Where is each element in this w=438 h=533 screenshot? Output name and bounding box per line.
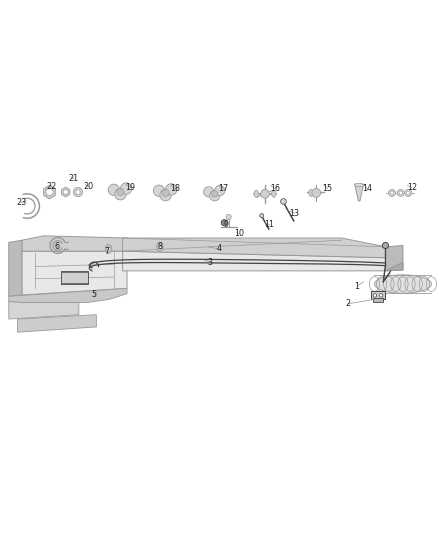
Bar (373, 298, 383, 302)
Circle shape (153, 185, 165, 197)
Polygon shape (385, 262, 403, 271)
Ellipse shape (254, 190, 258, 197)
Text: 14: 14 (362, 184, 372, 193)
Text: 5: 5 (92, 290, 97, 300)
Circle shape (389, 189, 396, 197)
Text: 16: 16 (270, 184, 280, 193)
Circle shape (260, 214, 264, 217)
Polygon shape (22, 236, 127, 251)
Bar (371, 292, 385, 300)
Ellipse shape (106, 245, 112, 253)
Text: 4: 4 (216, 245, 222, 254)
Circle shape (261, 189, 269, 198)
Circle shape (221, 220, 227, 226)
Polygon shape (22, 251, 127, 295)
Circle shape (406, 191, 410, 195)
Polygon shape (355, 184, 364, 201)
Circle shape (373, 294, 377, 297)
Text: 17: 17 (218, 184, 229, 193)
Polygon shape (9, 302, 79, 319)
Circle shape (160, 189, 171, 201)
Polygon shape (123, 238, 385, 258)
Ellipse shape (157, 243, 163, 251)
Text: 8: 8 (157, 243, 162, 251)
Text: 7: 7 (105, 247, 110, 256)
Text: 22: 22 (46, 182, 57, 191)
Ellipse shape (107, 247, 110, 252)
Text: 12: 12 (406, 183, 417, 192)
Text: 13: 13 (290, 208, 299, 217)
Polygon shape (9, 288, 127, 302)
Circle shape (209, 191, 220, 201)
Circle shape (399, 191, 403, 195)
Ellipse shape (272, 190, 276, 197)
Polygon shape (123, 251, 385, 271)
Text: 15: 15 (322, 184, 333, 193)
Circle shape (204, 187, 214, 197)
Polygon shape (61, 187, 70, 197)
Circle shape (117, 189, 124, 196)
Circle shape (397, 189, 404, 197)
Circle shape (120, 183, 132, 194)
Polygon shape (385, 246, 403, 271)
Text: 2: 2 (346, 299, 351, 308)
Text: 21: 21 (68, 174, 79, 183)
Circle shape (379, 294, 383, 297)
Polygon shape (9, 240, 22, 296)
Circle shape (281, 199, 286, 204)
Text: 9: 9 (223, 220, 228, 229)
Circle shape (46, 188, 53, 196)
Bar (61, 272, 88, 283)
Text: 11: 11 (265, 220, 274, 229)
Circle shape (63, 190, 68, 195)
Circle shape (312, 189, 321, 197)
Ellipse shape (158, 245, 162, 249)
Ellipse shape (374, 275, 431, 293)
Circle shape (226, 214, 231, 220)
Circle shape (73, 188, 82, 197)
Circle shape (115, 189, 126, 200)
Ellipse shape (355, 183, 364, 187)
Text: 23: 23 (16, 198, 26, 207)
Circle shape (76, 190, 80, 195)
Circle shape (166, 184, 177, 195)
Text: 20: 20 (83, 182, 94, 191)
Text: 3: 3 (208, 257, 213, 266)
Circle shape (108, 184, 120, 196)
Polygon shape (44, 185, 55, 199)
Text: 10: 10 (234, 229, 244, 238)
Text: 1: 1 (354, 282, 360, 290)
Circle shape (405, 189, 412, 197)
Ellipse shape (309, 189, 313, 197)
Circle shape (212, 191, 218, 197)
Circle shape (162, 189, 169, 197)
Polygon shape (18, 314, 96, 332)
Text: 18: 18 (170, 184, 180, 193)
Text: 6: 6 (54, 243, 60, 251)
Text: 19: 19 (125, 183, 136, 192)
Circle shape (382, 243, 389, 248)
Circle shape (215, 185, 225, 196)
Circle shape (390, 191, 394, 195)
